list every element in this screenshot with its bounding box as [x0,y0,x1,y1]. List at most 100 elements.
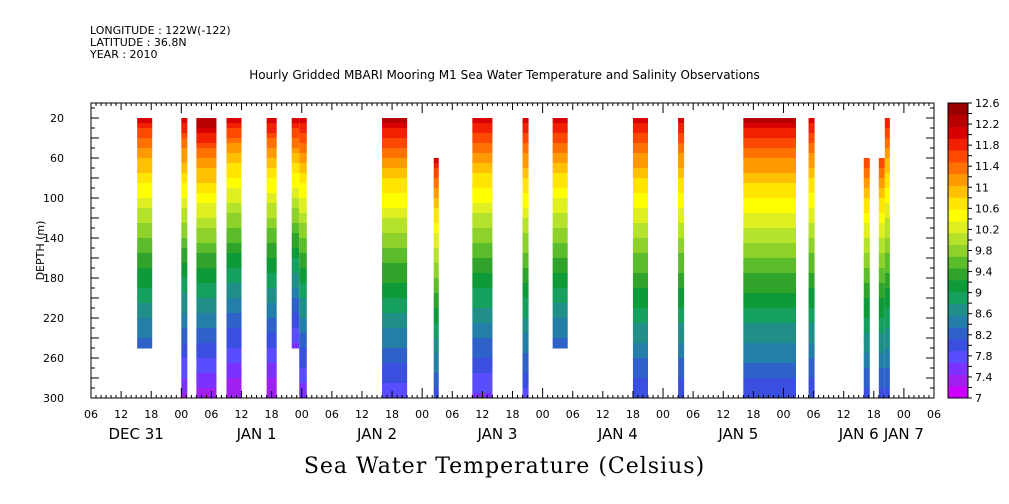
colorbar-swatch [948,185,968,198]
x-tick-label: 06 [445,408,459,421]
data-cell [266,208,277,214]
data-cell [884,223,890,229]
data-cell [472,293,493,299]
data-cell [678,253,685,259]
data-cell [522,123,529,129]
data-cell [863,338,870,344]
data-cell [808,218,815,224]
data-cell [878,298,885,304]
data-cell [226,128,242,134]
data-cell [552,133,568,139]
data-cell [472,283,493,289]
data-cell [299,338,307,344]
data-cell [863,288,870,294]
data-cell [884,338,890,344]
data-cell [678,308,685,314]
data-cell [522,373,529,379]
data-cell [472,268,493,274]
data-cell [743,148,797,154]
data-cell [433,288,439,294]
data-cell [291,238,300,244]
data-cell [522,178,529,184]
data-cell [181,333,188,339]
data-cell [808,323,815,329]
data-cell [433,253,439,259]
data-cell [196,288,217,294]
data-cell [226,358,242,364]
data-cell [884,368,890,374]
data-cell [433,213,439,219]
latitude-label: LATITUDE : 36.8N [90,36,187,49]
data-cell [291,118,300,124]
data-cell [226,298,242,304]
data-cell [863,248,870,254]
data-cell [863,233,870,239]
data-cell [632,283,648,289]
data-cell [382,143,408,149]
data-cell [382,188,408,194]
data-cell [181,278,188,284]
data-cell [266,183,277,189]
data-cell [196,388,217,394]
data-cell [266,218,277,224]
data-cell [226,253,242,259]
data-cell [291,228,300,234]
data-cell [743,363,797,369]
data-cell [808,328,815,334]
data-cell [291,153,300,159]
data-cell [299,278,307,284]
data-cell [472,158,493,164]
data-cell [808,298,815,304]
colorbar-swatch [948,303,968,316]
x-tick-label: 18 [265,408,279,421]
y-tick-label: 260 [43,352,64,365]
data-cell [632,168,648,174]
data-cell [266,143,277,149]
data-cell [678,238,685,244]
data-cell [878,163,885,169]
data-cell [137,223,153,229]
data-cell [863,218,870,224]
data-cell [472,318,493,324]
data-cell [299,298,307,304]
data-cell [863,353,870,359]
data-cell [226,263,242,269]
data-cell [299,303,307,309]
data-cell [433,223,439,229]
data-cell [226,343,242,349]
data-cell [863,388,870,394]
data-cell [137,163,153,169]
data-cell [382,363,408,369]
data-cell [522,323,529,329]
data-cell [137,208,153,214]
data-cell [472,123,493,129]
data-cell [632,128,648,134]
data-cell [863,263,870,269]
data-cell [632,338,648,344]
data-cell [632,373,648,379]
data-cell [808,143,815,149]
data-cell [291,333,300,339]
data-cell [522,353,529,359]
data-cell [226,233,242,239]
data-cell [522,298,529,304]
data-cell [266,248,277,254]
data-cell [678,318,685,324]
data-cell [552,288,568,294]
data-cell [382,163,408,169]
data-cell [299,218,307,224]
data-cell [678,243,685,249]
y-tick-label: 60 [50,152,64,165]
data-cell [632,323,648,329]
x-tick-label: 18 [867,408,881,421]
data-cell [743,228,797,234]
data-cell [522,228,529,234]
data-cell [433,238,439,244]
data-cell [226,158,242,164]
data-cell [678,148,685,154]
data-cell [291,263,300,269]
data-cell [884,228,890,234]
data-cell [137,343,153,349]
data-cell [382,198,408,204]
data-cell [226,278,242,284]
